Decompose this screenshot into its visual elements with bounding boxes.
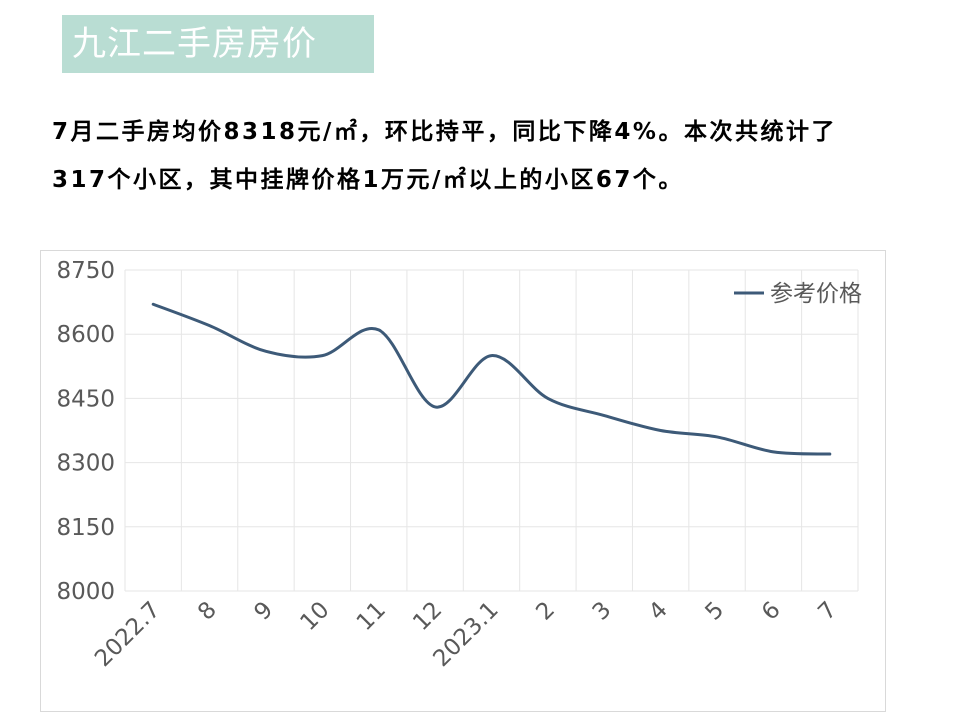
y-tick-label: 8300 — [56, 451, 115, 477]
x-tick-label: 3 — [588, 597, 617, 626]
page-title: 九江二手房房价 — [72, 24, 317, 64]
x-tick-label: 4 — [644, 597, 673, 626]
x-tick-label: 5 — [701, 597, 730, 626]
x-tick-label: 6 — [757, 597, 786, 626]
y-tick-label: 8150 — [56, 515, 115, 541]
y-tick-label: 8000 — [56, 579, 115, 605]
x-tick-label: 10 — [295, 597, 334, 636]
x-tick-label: 2022.7 — [90, 597, 165, 672]
y-tick-label: 8450 — [56, 386, 115, 412]
y-tick-label: 8750 — [56, 258, 115, 284]
x-tick-label: 9 — [249, 597, 278, 626]
x-tick-label: 11 — [352, 597, 391, 636]
x-tick-label: 12 — [408, 597, 447, 636]
chart-frame: 8000 8150 8300 8450 8600 8750 2022.7 8 9 10 11 12 20… — [40, 250, 886, 712]
title-banner: 九江二手房房价 — [62, 15, 374, 73]
x-tick-label: 7 — [813, 597, 842, 626]
y-tick-label: 8600 — [56, 322, 115, 348]
x-tick-label: 2 — [531, 597, 560, 626]
x-tick-label: 8 — [193, 597, 222, 626]
summary-text: 7月二手房均价8318元/㎡，环比持平，同比下降4%。本次共统计了317个小区，… — [52, 119, 837, 193]
series-line — [151, 302, 832, 456]
legend-label: 参考价格 — [770, 281, 862, 307]
